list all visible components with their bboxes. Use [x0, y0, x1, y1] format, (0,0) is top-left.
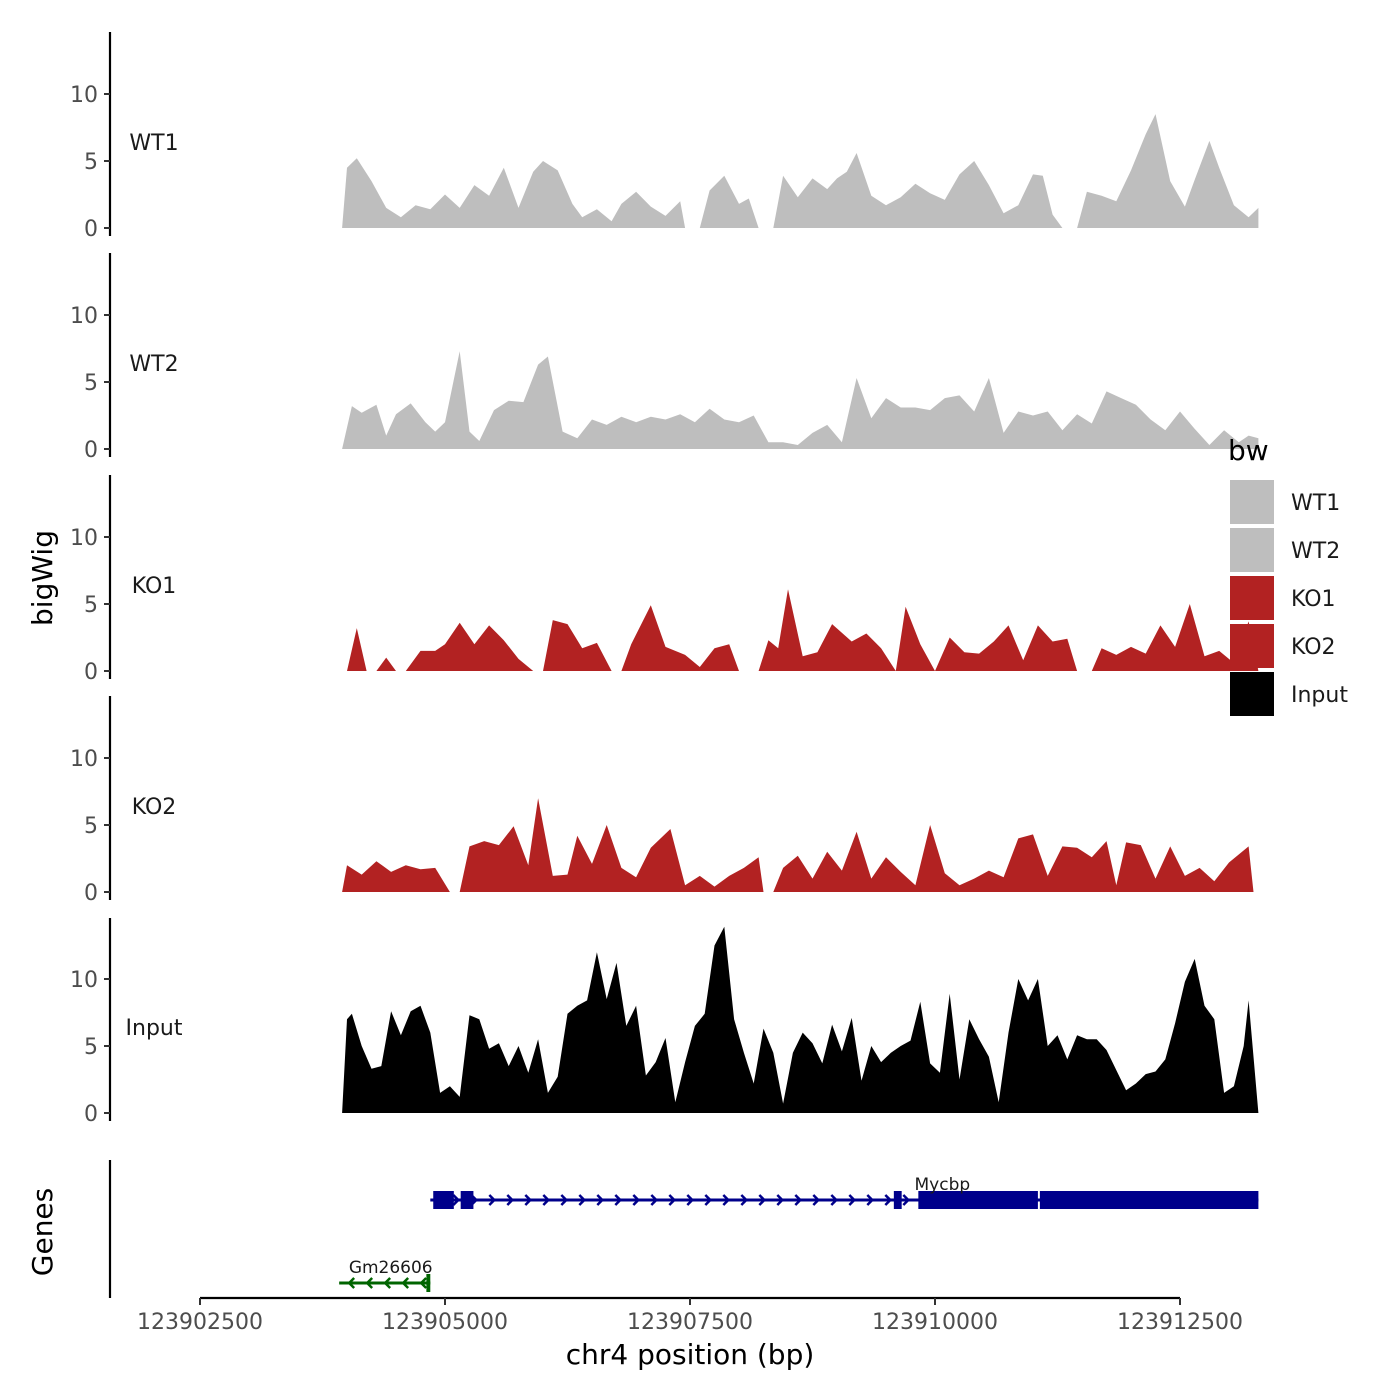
legend-swatch: [1230, 672, 1274, 716]
strand-arrow: [722, 1194, 731, 1206]
y-tick-label: 10: [70, 526, 98, 551]
strand-arrow: [506, 1194, 515, 1206]
legend-label: KO2: [1291, 635, 1336, 660]
strand-arrow: [632, 1194, 641, 1206]
legend-swatch: [1230, 576, 1274, 620]
track-label-input: Input: [126, 1016, 183, 1041]
x-tick-label: 123910000: [872, 1310, 998, 1335]
genes-axis-title: Genes: [26, 1188, 59, 1276]
x-axis-title: chr4 position (bp): [566, 1338, 815, 1371]
track-area-ko2: [342, 798, 1254, 892]
strand-arrow: [650, 1194, 659, 1206]
y-tick-label: 0: [84, 217, 98, 242]
track-label-ko2: KO2: [132, 795, 177, 820]
track-label-wt1: WT1: [129, 131, 178, 156]
strand-arrow: [614, 1194, 623, 1206]
gene-mycbp: Mycbp: [430, 1175, 1259, 1209]
strand-arrow: [704, 1194, 713, 1206]
strand-arrow: [830, 1194, 839, 1206]
track-wt1: 0 5 10 WT1: [70, 32, 1259, 242]
y-tick-label: 0: [84, 438, 98, 463]
track-wt2: 0 5 10 WT2: [70, 253, 1259, 463]
track-label-wt2: WT2: [129, 352, 178, 377]
strand-arrow: [902, 1194, 911, 1206]
y-tick-label: 10: [70, 83, 98, 108]
legend-title: bw: [1228, 434, 1269, 467]
gene-exon: [426, 1274, 431, 1292]
gene-exon: [1039, 1191, 1259, 1209]
bigwig-tracks: 0 5 10 WT1 0 5 10 WT2 0 5 10 KO1 0 5 10 KO2 0 5 10 Input: [70, 32, 1259, 1127]
y-tick-label: 10: [70, 747, 98, 772]
x-tick-label: 123907500: [627, 1310, 753, 1335]
strand-arrow: [758, 1194, 767, 1206]
strand-arrow: [524, 1194, 533, 1206]
strand-arrow: [686, 1194, 695, 1206]
track-area-wt2: [342, 351, 1259, 449]
strand-arrow: [452, 1194, 461, 1206]
strand-arrow: [740, 1194, 749, 1206]
x-tick-label: 123912500: [1117, 1310, 1243, 1335]
strand-arrow: [560, 1194, 569, 1206]
strand-arrow: [812, 1194, 821, 1206]
legend-label: Input: [1291, 683, 1348, 708]
strand-arrow: [401, 1277, 410, 1289]
strand-arrow: [419, 1277, 428, 1289]
y-tick-label: 5: [84, 593, 98, 618]
y-tick-label: 10: [70, 304, 98, 329]
legend-label: WT1: [1291, 491, 1340, 516]
legend-item-wt1: WT1: [1230, 480, 1340, 524]
y-tick-label: 0: [84, 1102, 98, 1127]
gene-exon: [433, 1191, 454, 1209]
track-ko1: 0 5 10 KO1: [70, 475, 1259, 685]
y-tick-label: 10: [70, 968, 98, 993]
legend-swatch: [1230, 528, 1274, 572]
track-ko2: 0 5 10 KO2: [70, 696, 1254, 906]
strand-arrow: [542, 1194, 551, 1206]
track-area-wt1: [342, 114, 1259, 228]
y-tick-label: 5: [84, 371, 98, 396]
strand-arrow: [347, 1277, 356, 1289]
y-tick-label: 5: [84, 814, 98, 839]
track-area-ko1: [347, 589, 1259, 671]
strand-arrow: [668, 1194, 677, 1206]
genes-panel: Mycbp Gm26606: [108, 1160, 1259, 1298]
legend-swatch: [1230, 624, 1274, 668]
y-tick-label: 5: [84, 1035, 98, 1060]
strand-arrow: [488, 1194, 497, 1206]
legend-item-ko2: KO2: [1230, 624, 1336, 668]
y-tick-label: 5: [84, 150, 98, 175]
strand-arrow: [365, 1277, 374, 1289]
gene-label: Mycbp: [915, 1175, 971, 1195]
strand-arrow: [866, 1194, 875, 1206]
x-tick-label: 123905000: [382, 1310, 508, 1335]
gene-exon: [893, 1191, 902, 1209]
y-tick-label: 0: [84, 881, 98, 906]
legend-item-ko1: KO1: [1230, 576, 1336, 620]
strand-arrow: [848, 1194, 857, 1206]
gene-exon: [918, 1191, 1038, 1209]
legend-swatch: [1230, 480, 1274, 524]
track-area-input: [342, 926, 1259, 1113]
strand-arrow: [794, 1194, 803, 1206]
strand-arrow: [383, 1277, 392, 1289]
strand-arrow: [884, 1194, 893, 1206]
x-tick-label: 123902500: [137, 1310, 263, 1335]
gene-label: Gm26606: [349, 1258, 433, 1278]
legend-label: KO1: [1291, 587, 1336, 612]
strand-arrow: [596, 1194, 605, 1206]
x-axis: 123902500 123905000 123907500 123910000 1239…: [137, 1296, 1243, 1335]
track-label-ko1: KO1: [132, 574, 177, 599]
strand-arrow: [578, 1194, 587, 1206]
strand-arrow: [776, 1194, 785, 1206]
legend-label: WT2: [1291, 539, 1340, 564]
gene-gm26606: Gm26606: [339, 1258, 433, 1292]
legend: bw WT1 WT2 KO1 KO2 Input: [1228, 434, 1348, 716]
gene-exon: [460, 1191, 474, 1209]
y-tick-label: 0: [84, 660, 98, 685]
y-axis-title: bigWig: [26, 530, 59, 626]
track-input: 0 5 10 Input: [70, 918, 1259, 1127]
legend-item-input: Input: [1230, 672, 1348, 716]
legend-item-wt2: WT2: [1230, 528, 1340, 572]
